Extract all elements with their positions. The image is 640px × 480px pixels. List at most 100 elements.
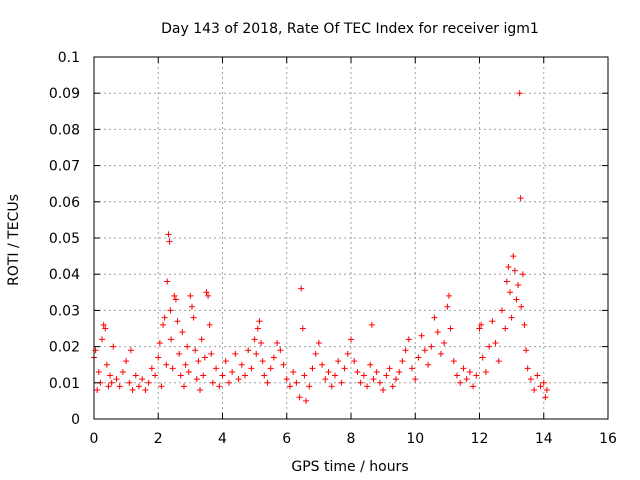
data-point	[543, 387, 550, 394]
x-tick-label: 8	[347, 431, 356, 447]
data-point	[195, 358, 202, 365]
data-point	[152, 372, 159, 379]
data-point	[245, 347, 252, 354]
data-point	[127, 347, 134, 354]
data-point	[156, 339, 163, 346]
data-point	[405, 336, 412, 343]
data-point	[293, 379, 300, 386]
data-point	[450, 358, 457, 365]
data-point	[383, 372, 390, 379]
data-point	[241, 372, 248, 379]
data-point	[354, 368, 361, 375]
data-point	[460, 365, 467, 372]
data-point	[402, 347, 409, 354]
data-point	[158, 383, 165, 390]
data-point	[116, 383, 123, 390]
data-point	[163, 361, 170, 368]
data-point	[166, 238, 173, 245]
data-point	[370, 376, 377, 383]
data-point	[510, 253, 517, 260]
data-point	[155, 354, 162, 361]
grid	[94, 57, 608, 419]
data-point	[296, 394, 303, 401]
data-point	[203, 289, 210, 296]
data-point	[99, 336, 106, 343]
data-point	[344, 350, 351, 357]
data-point	[524, 365, 531, 372]
data-point	[360, 372, 367, 379]
data-point	[177, 372, 184, 379]
data-point	[102, 325, 109, 332]
data-point	[519, 271, 526, 278]
data-point	[489, 318, 496, 325]
data-point	[108, 379, 115, 386]
data-point	[463, 376, 470, 383]
data-point	[94, 387, 101, 394]
data-point	[325, 368, 332, 375]
data-point	[190, 314, 197, 321]
data-point	[219, 372, 226, 379]
data-point	[200, 372, 207, 379]
data-point	[516, 90, 523, 97]
data-point	[254, 325, 261, 332]
data-point	[513, 296, 520, 303]
data-point	[412, 376, 419, 383]
data-point	[518, 303, 525, 310]
data-point	[476, 325, 483, 332]
data-point	[396, 368, 403, 375]
data-point	[322, 376, 329, 383]
data-point	[205, 292, 212, 299]
data-point	[145, 379, 152, 386]
data-point	[232, 350, 239, 357]
data-point	[184, 343, 191, 350]
data-point	[187, 292, 194, 299]
data-point	[129, 387, 136, 394]
data-point	[185, 368, 192, 375]
data-point	[135, 383, 142, 390]
data-point	[312, 350, 319, 357]
data-point	[100, 321, 107, 328]
data-point	[428, 343, 435, 350]
y-tick-label: 0.08	[49, 122, 80, 138]
data-point	[119, 368, 126, 375]
data-point	[258, 339, 265, 346]
data-point	[341, 365, 348, 372]
data-point	[103, 361, 110, 368]
data-point	[105, 383, 112, 390]
data-point	[303, 397, 310, 404]
data-point	[253, 350, 260, 357]
data-point	[517, 195, 524, 202]
data-point	[421, 347, 428, 354]
data-point	[274, 339, 281, 346]
x-tick-label: 2	[154, 431, 163, 447]
data-point	[531, 387, 538, 394]
data-point	[213, 365, 220, 372]
data-point	[160, 321, 167, 328]
data-point	[498, 307, 505, 314]
data-point	[165, 231, 172, 238]
data-point	[168, 336, 175, 343]
data-point	[511, 267, 518, 274]
data-point	[222, 358, 229, 365]
data-point	[457, 379, 464, 386]
data-point	[364, 383, 371, 390]
y-tick-label: 0.03	[49, 303, 80, 319]
data-point	[367, 361, 374, 368]
data-point	[503, 278, 510, 285]
data-point	[466, 368, 473, 375]
data-point	[319, 361, 326, 368]
y-tick-label: 0.04	[49, 267, 80, 283]
data-point	[328, 383, 335, 390]
data-point	[95, 368, 102, 375]
data-point	[206, 321, 213, 328]
data-point	[502, 325, 509, 332]
data-point	[508, 314, 515, 321]
data-point	[386, 365, 393, 372]
data-point	[182, 361, 189, 368]
data-point	[351, 358, 358, 365]
data-point	[201, 354, 208, 361]
data-point	[298, 285, 305, 292]
data-point	[447, 325, 454, 332]
data-point	[280, 361, 287, 368]
data-point	[256, 318, 263, 325]
